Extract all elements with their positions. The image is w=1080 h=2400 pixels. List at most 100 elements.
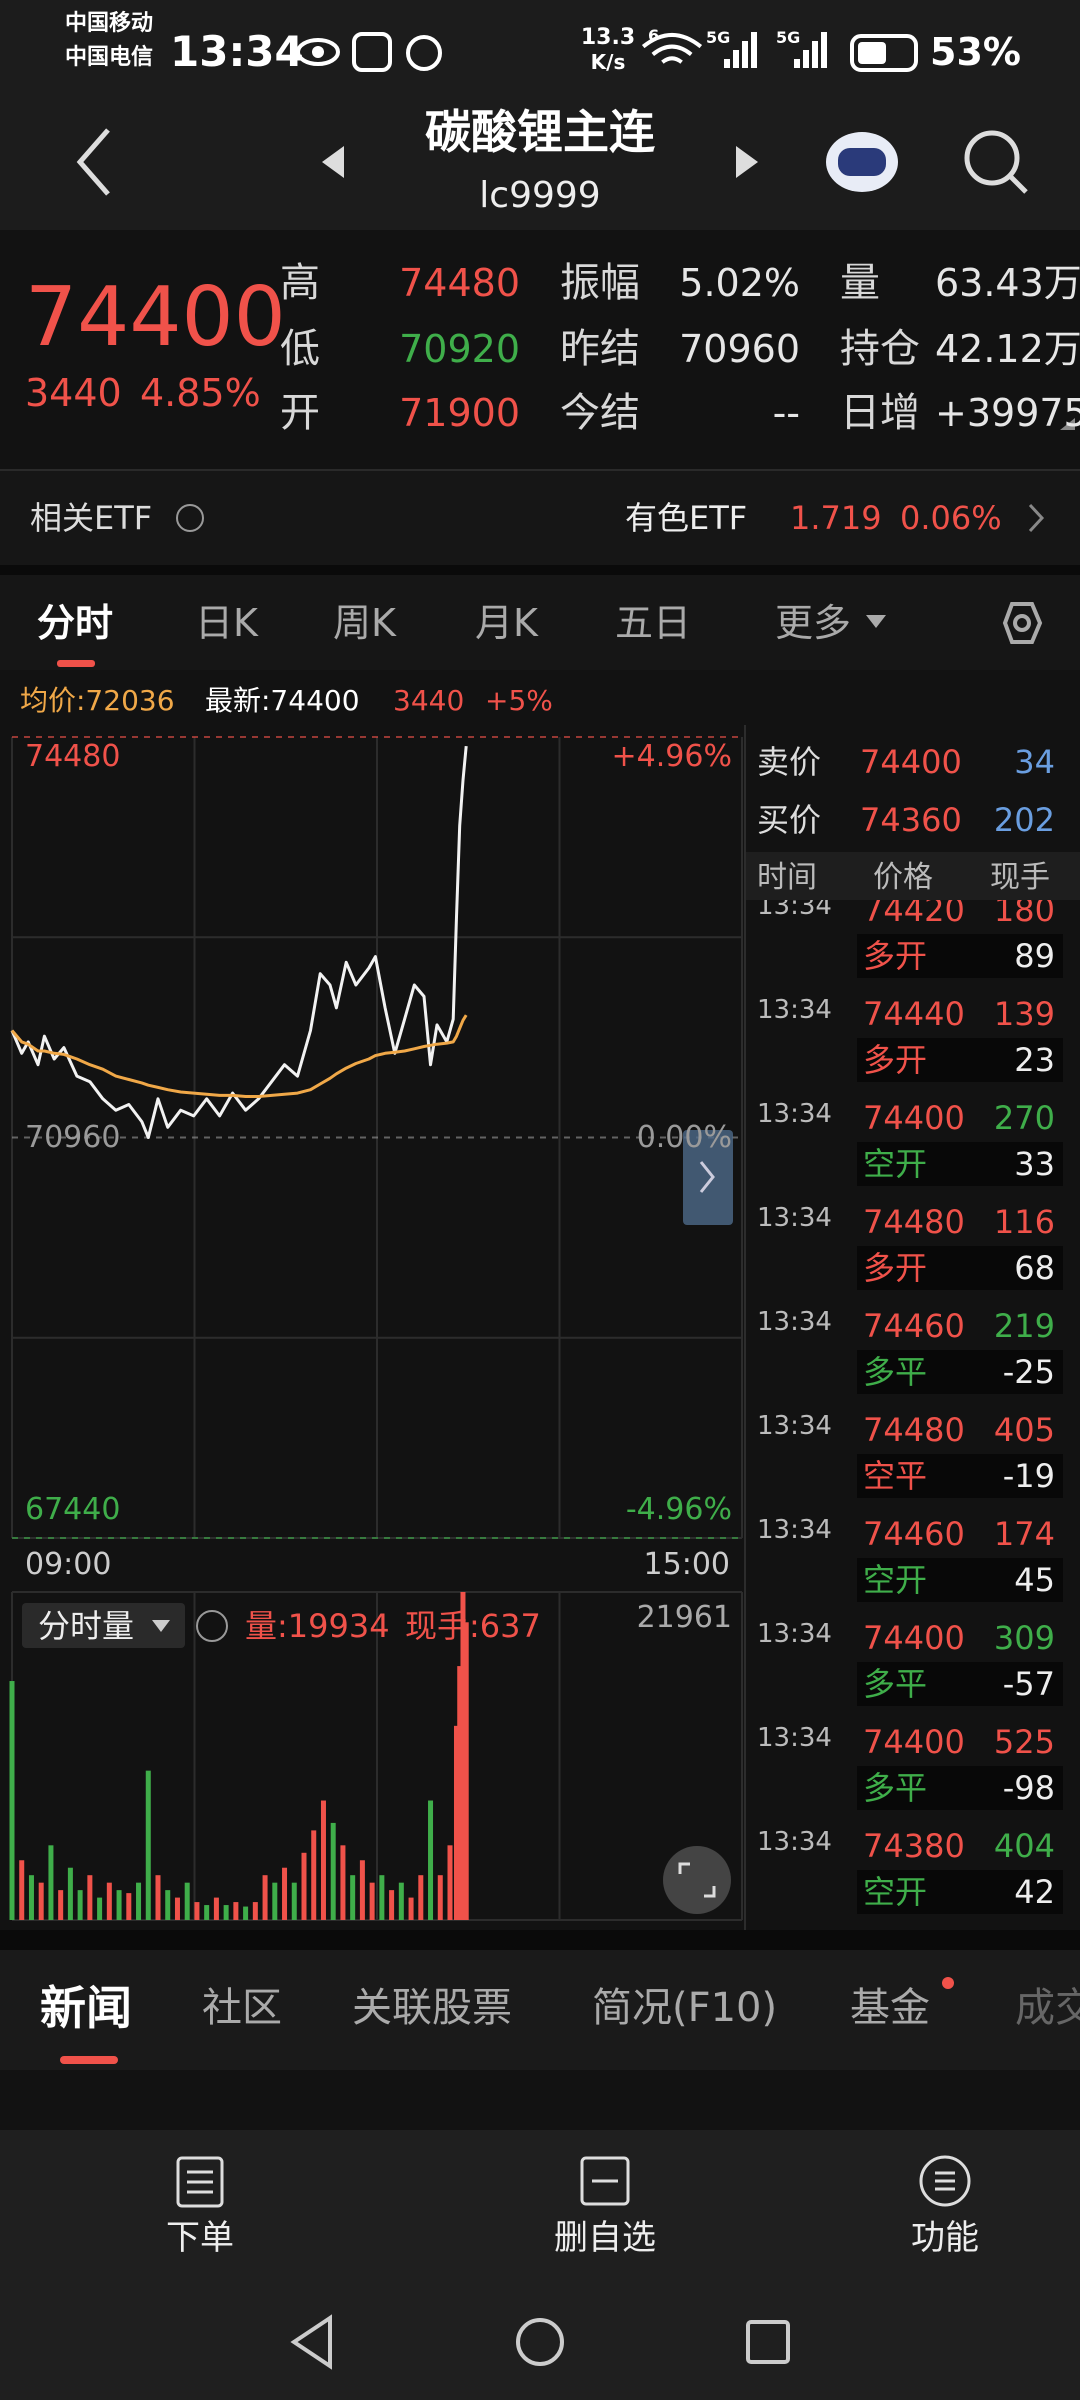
etf-change: 0.06% (900, 499, 1002, 537)
fullscreen-icon (678, 1862, 716, 1898)
signal-bar (724, 59, 730, 68)
nav-home[interactable] (516, 2318, 564, 2366)
network-label: 5G (706, 28, 731, 47)
etf-name[interactable]: 有色ETF (625, 499, 748, 537)
nav-back[interactable] (290, 2314, 332, 2370)
volume-bar (453, 1725, 459, 1920)
trade-type: 空平 (863, 1457, 928, 1495)
prev-contract[interactable] (322, 146, 344, 178)
volume-annotation: 现手:637 (405, 1607, 541, 1645)
panel-bg (0, 2070, 1080, 2130)
volume-bar (204, 1905, 210, 1920)
next-contract[interactable] (736, 146, 758, 178)
trade-diff: 68 (1014, 1249, 1055, 1287)
x-tick-label: 09:00 (25, 1547, 112, 1582)
trade-diff: 23 (1014, 1041, 1055, 1079)
trade-price: 74460 (863, 1515, 965, 1553)
signal-bar (794, 59, 800, 68)
settings-icon[interactable] (1002, 602, 1043, 644)
trade-type: 空开 (863, 1561, 928, 1599)
side-toggle[interactable] (683, 1130, 733, 1225)
trade-price: 74400 (863, 1619, 965, 1657)
period-tab[interactable]: 月K (475, 601, 538, 645)
trade-time: 13:34 (757, 1099, 832, 1129)
bid-label: 买价 (757, 801, 822, 839)
latest-price: 最新:74400 (205, 684, 360, 717)
volume-bar (262, 1875, 268, 1920)
volume-selector[interactable] (22, 1603, 185, 1648)
volume-bar (87, 1875, 93, 1920)
toolbar-button[interactable]: 删自选 (554, 2218, 656, 2258)
trade-price: 74460 (863, 1307, 965, 1345)
volume-bar (460, 1592, 466, 1920)
period-tab[interactable]: 日K (195, 601, 258, 645)
price-change-pct: 4.85% (140, 371, 261, 415)
trade-time: 13:34 (757, 1619, 832, 1649)
stat-label: 开 (280, 390, 320, 436)
content-tab[interactable]: 基金 (850, 1985, 930, 2031)
content-tab[interactable]: 新闻 (40, 1981, 132, 2035)
content-tab[interactable]: 简况(F10) (592, 1985, 778, 2031)
trade-diff: -98 (1002, 1769, 1055, 1807)
status-time: 13:34 (170, 27, 304, 76)
wifi-icon (641, 33, 703, 49)
trade-time: 13:34 (757, 1307, 832, 1337)
trade-qty: 174 (993, 1515, 1055, 1553)
trade-column-header: 价格 (873, 860, 933, 895)
toolbar-button[interactable]: 功能 (911, 2218, 979, 2258)
y2-tick-label: +4.96% (611, 739, 732, 774)
fullscreen-button[interactable] (663, 1846, 731, 1914)
contract-title: 碳酸锂主连 (425, 105, 655, 159)
trade-qty: 405 (993, 1411, 1055, 1449)
signal-bar (751, 32, 757, 68)
trade-price: 74440 (863, 995, 965, 1033)
trade-type: 多平 (863, 1353, 928, 1391)
period-tab[interactable]: 分时 (37, 601, 114, 645)
trade-type: 空开 (863, 1873, 928, 1911)
trade-type: 空开 (863, 1145, 928, 1183)
eye-icon (312, 46, 324, 58)
volume-bar (9, 1681, 15, 1920)
stat-value: 70920 (399, 327, 520, 371)
function-icon (919, 2155, 971, 2207)
volume-bar (282, 1867, 288, 1920)
trade-row-bg (857, 1142, 1063, 1186)
panel-bg (0, 1950, 1080, 2070)
stat-label: 昨结 (560, 326, 640, 372)
toolbar-button[interactable]: 下单 (166, 2218, 234, 2258)
stat-label: 低 (280, 326, 320, 372)
content-tab[interactable]: 关联股票 (352, 1985, 512, 2031)
content-tab[interactable]: 成交 (1015, 1985, 1080, 2031)
trade-price: 74420 (863, 900, 965, 929)
period-tab[interactable]: 周K (333, 601, 396, 645)
volume-bar (320, 1800, 326, 1920)
period-tab[interactable]: 更多 (775, 601, 852, 645)
volume-bar (408, 1897, 414, 1920)
stat-value: -- (772, 391, 800, 435)
stat-label: 振幅 (560, 260, 640, 306)
trade-list: 13:34 74420 180 多开 89 13:34 74440 139 多开 23 13:34 7… (745, 900, 1080, 1930)
volume-bar (252, 1902, 258, 1920)
trade-qty: 270 (993, 1099, 1055, 1137)
stat-label: 持仓 (840, 326, 920, 372)
trade-row-bg (857, 934, 1063, 978)
volume-bar (116, 1890, 122, 1920)
volume-bar (194, 1902, 200, 1920)
trade-type: 多开 (863, 1041, 928, 1079)
stat-value: 63.43万 (935, 261, 1080, 305)
back-button[interactable] (76, 128, 110, 196)
period-tab[interactable]: 五日 (615, 601, 692, 645)
volume-title[interactable]: 分时量 (38, 1607, 135, 1645)
y2-tick-label: 0.00% (636, 1119, 732, 1155)
search-icon[interactable] (964, 130, 1020, 186)
panel-bg (0, 0, 1080, 230)
trade-time: 13:34 (757, 995, 832, 1025)
nav-recent[interactable] (746, 2320, 790, 2364)
trade-row-bg (857, 1870, 1063, 1914)
alarm-icon (406, 35, 442, 71)
battery-level (858, 42, 886, 64)
trade-column-header: 现手 (990, 860, 1050, 895)
content-tab[interactable]: 社区 (202, 1985, 282, 2031)
